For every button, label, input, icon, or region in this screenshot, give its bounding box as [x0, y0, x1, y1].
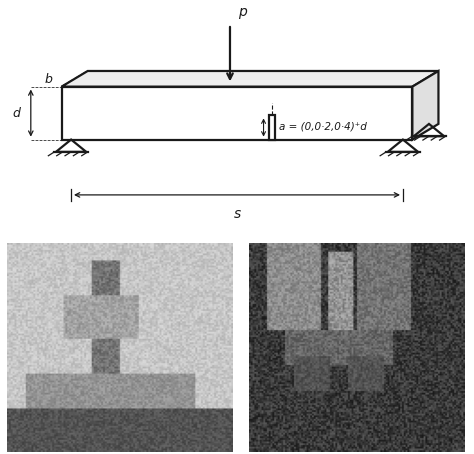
Text: p: p — [238, 5, 247, 19]
Text: b: b — [44, 73, 52, 86]
Polygon shape — [62, 71, 438, 87]
Polygon shape — [269, 115, 275, 139]
Polygon shape — [412, 71, 438, 139]
Text: s: s — [233, 207, 241, 221]
Polygon shape — [62, 87, 412, 139]
Text: a = (0,0·2,0·4)⁺d: a = (0,0·2,0·4)⁺d — [279, 121, 366, 131]
Text: d: d — [12, 107, 20, 119]
